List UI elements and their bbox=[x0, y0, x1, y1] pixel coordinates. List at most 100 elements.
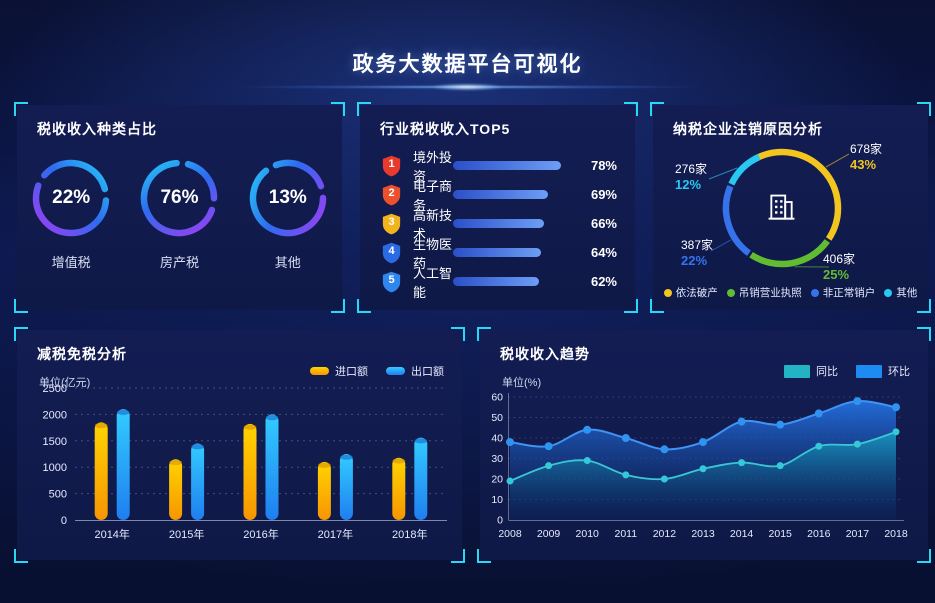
svg-text:0: 0 bbox=[61, 515, 67, 527]
donut-legend: 依法破产 吊销营业执照 非正常销户 其他 bbox=[653, 285, 928, 300]
legend-item[interactable]: 其他 bbox=[884, 285, 917, 300]
ring-chart-svg bbox=[141, 159, 218, 237]
svg-text:2500: 2500 bbox=[43, 383, 67, 395]
count: 406家 bbox=[823, 252, 856, 266]
svg-text:0: 0 bbox=[497, 515, 503, 527]
bar-track bbox=[452, 190, 591, 199]
svg-text:2011: 2011 bbox=[615, 528, 638, 540]
legend-dot bbox=[663, 288, 672, 297]
bar-value: 64% bbox=[590, 245, 617, 260]
svg-text:2000: 2000 bbox=[43, 409, 67, 421]
ring-property-tax: 76% 房产税 bbox=[131, 157, 227, 271]
svg-text:2016年: 2016年 bbox=[243, 527, 278, 541]
percent: 43% bbox=[850, 157, 877, 172]
bar-track bbox=[452, 219, 591, 228]
top5-list: 1 境外投资 78% 2 电子商务 69% 3 高新技 bbox=[382, 150, 617, 300]
percent: 22% bbox=[681, 253, 708, 268]
donut-chart-svg bbox=[708, 148, 850, 268]
panel-tax-reduction: 减税免税分析 单位(亿元) 进口额 出口额 0 500 1000 1500 2000 25… bbox=[14, 327, 465, 560]
legend-item-export[interactable]: 出口额 bbox=[386, 363, 444, 379]
bar-track bbox=[452, 277, 591, 286]
panel-title: 税收收入趋势 bbox=[500, 346, 590, 362]
bar-track bbox=[452, 248, 591, 257]
industry-label: 人工智能 bbox=[413, 265, 453, 300]
svg-text:2008: 2008 bbox=[498, 528, 522, 540]
bar-track bbox=[452, 161, 591, 170]
rank-badge-icon: 4 bbox=[382, 242, 401, 264]
legend-swatch bbox=[386, 367, 405, 375]
svg-text:2010: 2010 bbox=[576, 528, 600, 540]
ring-percent: 76% bbox=[160, 187, 199, 208]
rank-badge-icon: 1 bbox=[382, 155, 401, 177]
legend-item-mom[interactable]: 环比 bbox=[856, 363, 910, 379]
top5-row: 2 电子商务 69% bbox=[382, 179, 617, 213]
svg-text:10: 10 bbox=[491, 494, 503, 506]
industry-label: 生物医药 bbox=[413, 236, 453, 271]
count: 276家 bbox=[675, 162, 708, 176]
ring-percent: 22% bbox=[52, 187, 91, 208]
donut-label-license-revoked: 406家 25% bbox=[823, 252, 855, 282]
legend-dot bbox=[884, 288, 893, 297]
svg-text:2015: 2015 bbox=[769, 528, 793, 540]
top5-row: 4 生物医药 64% bbox=[382, 237, 617, 271]
svg-text:1500: 1500 bbox=[43, 436, 67, 448]
donut-label-abnormal: 387家 22% bbox=[681, 238, 713, 268]
svg-text:50: 50 bbox=[491, 412, 503, 424]
bar-fill bbox=[452, 219, 545, 228]
ring-charts: 22% 增值税 76% 房产税 13% bbox=[17, 157, 342, 271]
svg-text:2015年: 2015年 bbox=[169, 527, 204, 541]
bar-chart-svg: 0 500 1000 1500 2000 2500 2014年 2015年 2016年 2017年… bbox=[43, 383, 447, 541]
bar-value: 62% bbox=[590, 274, 617, 289]
svg-text:30: 30 bbox=[491, 453, 503, 465]
count: 678家 bbox=[850, 142, 883, 156]
bar-fill bbox=[452, 248, 542, 257]
ring-label: 增值税 bbox=[51, 255, 91, 270]
bar-value: 66% bbox=[590, 216, 617, 231]
area-chart-svg: 0 10 20 30 40 50 60 2008 2009 2010 2011 2012 2013 201… bbox=[491, 392, 908, 541]
svg-text:2017年: 2017年 bbox=[318, 527, 353, 541]
legend-swatch bbox=[856, 364, 882, 378]
ring-chart-svg bbox=[32, 159, 110, 237]
panel-title: 行业税收收入TOP5 bbox=[380, 121, 511, 137]
donut-label-bankruptcy: 678家 43% bbox=[850, 142, 882, 172]
panel-tax-trend: 税收收入趋势 单位(%) 同比 环比 0 10 20 30 40 50 60 2008 2009… bbox=[477, 327, 931, 560]
ring-chart-svg bbox=[249, 159, 327, 237]
rank-badge-icon: 5 bbox=[382, 271, 401, 293]
legend-swatch bbox=[784, 364, 810, 378]
rank-badge-icon: 2 bbox=[382, 184, 401, 206]
svg-text:2009: 2009 bbox=[537, 528, 561, 540]
svg-text:2014: 2014 bbox=[730, 528, 754, 540]
legend-item[interactable]: 依法破产 bbox=[663, 285, 718, 300]
trend-legend: 同比 环比 bbox=[784, 363, 910, 379]
svg-text:20: 20 bbox=[491, 474, 503, 486]
top5-row: 3 高新技术 66% bbox=[382, 208, 617, 242]
top5-row: 5 人工智能 62% bbox=[382, 266, 617, 300]
svg-text:2012: 2012 bbox=[653, 528, 677, 540]
donut-label-other: 276家 12% bbox=[675, 162, 707, 192]
svg-text:2016: 2016 bbox=[807, 528, 831, 540]
percent: 12% bbox=[675, 177, 702, 192]
header-flare-decoration bbox=[232, 85, 702, 89]
top5-row: 1 境外投资 78% bbox=[382, 150, 617, 184]
building-icon bbox=[768, 194, 795, 220]
legend-item[interactable]: 吊销营业执照 bbox=[726, 285, 802, 300]
legend-item-yoy[interactable]: 同比 bbox=[784, 363, 838, 379]
panel-title: 减税免税分析 bbox=[37, 346, 127, 362]
ring-other: 13% 其他 bbox=[240, 157, 336, 271]
legend-dot bbox=[810, 288, 819, 297]
rank-badge-icon: 3 bbox=[382, 213, 401, 235]
industry-label: 电子商务 bbox=[413, 178, 453, 213]
legend-item[interactable]: 非正常销户 bbox=[810, 285, 875, 300]
industry-label: 境外投资 bbox=[413, 149, 453, 184]
bar-legend: 进口额 出口额 bbox=[310, 363, 444, 379]
bar-fill bbox=[452, 190, 549, 199]
bar-fill bbox=[452, 161, 561, 170]
svg-text:2017: 2017 bbox=[846, 528, 870, 540]
svg-text:60: 60 bbox=[491, 392, 503, 404]
legend-item-import[interactable]: 进口额 bbox=[310, 363, 368, 379]
svg-text:2018: 2018 bbox=[884, 528, 908, 540]
panel-tax-type-share: 税收收入种类占比 22% 增值税 76% 房产税 bbox=[14, 102, 345, 310]
bar-fill bbox=[452, 277, 539, 286]
ring-label: 房产税 bbox=[159, 255, 199, 270]
svg-text:2014年: 2014年 bbox=[94, 527, 129, 541]
